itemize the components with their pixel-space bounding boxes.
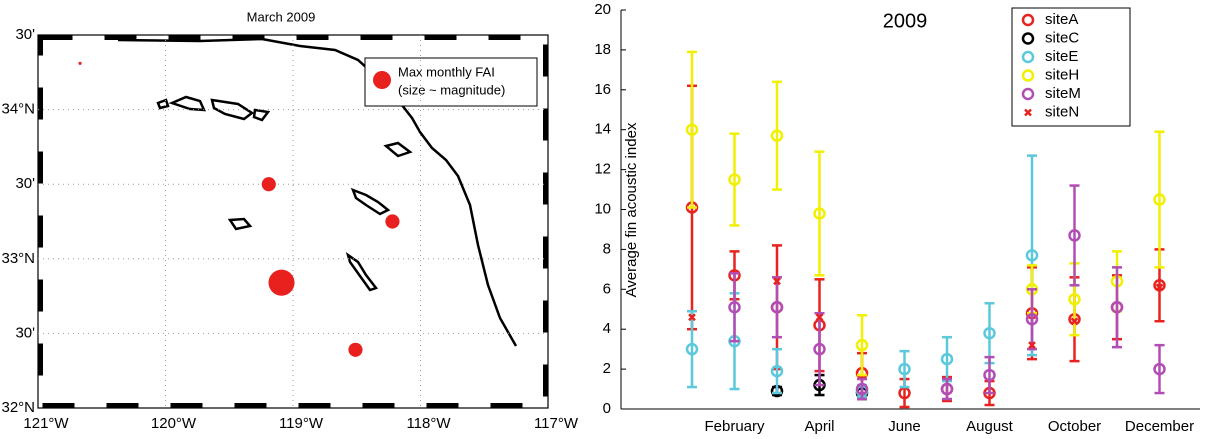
series bbox=[685, 84, 1166, 409]
marker bbox=[983, 326, 996, 340]
marker bbox=[1153, 279, 1166, 292]
legend-box bbox=[1011, 7, 1131, 127]
marker bbox=[1153, 193, 1166, 206]
y-tick-label: 12 bbox=[594, 161, 611, 178]
y-tick-label: 10 bbox=[594, 200, 611, 217]
x-tick-label: August bbox=[966, 418, 1014, 435]
marker bbox=[1025, 249, 1039, 262]
fai-point bbox=[268, 269, 295, 296]
legend-marker bbox=[1021, 13, 1035, 27]
x-tick-label: 118°W bbox=[406, 415, 451, 432]
legend-label: siteN bbox=[1045, 103, 1079, 120]
y-tick-label: 0 bbox=[603, 400, 611, 417]
x-tick-label: December bbox=[1125, 418, 1194, 435]
y-tick-label: 34°N bbox=[1, 101, 35, 118]
fai-point bbox=[261, 177, 276, 192]
y-tick-label: 30' bbox=[15, 324, 35, 341]
fai-point bbox=[348, 342, 363, 357]
marker bbox=[1068, 229, 1081, 242]
y-tick-label: 32°N bbox=[1, 399, 35, 416]
marker bbox=[770, 301, 784, 314]
x-tick-label: 119°W bbox=[279, 415, 324, 432]
marker bbox=[688, 313, 696, 322]
fai-point bbox=[78, 61, 82, 65]
legend-marker bbox=[373, 71, 391, 89]
marker bbox=[1025, 312, 1039, 326]
series bbox=[688, 277, 1164, 350]
plot-title: 2009 bbox=[883, 10, 928, 32]
marker bbox=[1155, 283, 1164, 292]
x-tick-label: October bbox=[1048, 418, 1101, 435]
marker bbox=[1028, 341, 1036, 350]
marker bbox=[940, 352, 954, 366]
marker bbox=[855, 338, 869, 352]
marker bbox=[983, 368, 996, 382]
legend-label: Max monthly FAI bbox=[398, 64, 495, 79]
marker bbox=[855, 382, 869, 396]
y-tick-label: 8 bbox=[603, 240, 611, 257]
marker bbox=[1070, 317, 1079, 326]
legend-label: siteH bbox=[1045, 66, 1079, 83]
marker bbox=[1110, 301, 1124, 314]
marker bbox=[813, 207, 826, 220]
series bbox=[728, 184, 1166, 401]
y-tick-label: 30' bbox=[15, 175, 35, 192]
y-tick-label: 20 bbox=[594, 1, 611, 18]
marker bbox=[770, 129, 784, 142]
y-tick-label: 2 bbox=[603, 360, 611, 377]
marker bbox=[940, 382, 954, 396]
marker bbox=[1153, 362, 1166, 376]
map-legend: Max monthly FAI (size ~ magnitude) bbox=[364, 57, 538, 107]
y-tick-label: 16 bbox=[594, 81, 611, 98]
legend-label: siteC bbox=[1045, 29, 1079, 46]
x-tick-label: June bbox=[888, 418, 921, 435]
x-tick-label: 120°W bbox=[151, 415, 197, 432]
legend-marker bbox=[1021, 32, 1035, 45]
marker bbox=[728, 301, 741, 314]
y-tick-label: 4 bbox=[603, 320, 611, 337]
x-tick-label: 117°W bbox=[534, 415, 579, 432]
legend-label: (size ~ magnitude) bbox=[398, 82, 505, 97]
marker bbox=[770, 364, 784, 378]
legend-marker bbox=[1021, 69, 1035, 82]
y-tick-label: 30' bbox=[15, 26, 35, 43]
coastline bbox=[117, 37, 518, 347]
legend-marker bbox=[1024, 108, 1032, 117]
legend-marker bbox=[1021, 50, 1035, 64]
y-axis-label: Average fin acoustic index bbox=[623, 122, 640, 297]
marker bbox=[685, 342, 699, 356]
legend-label: siteM bbox=[1045, 85, 1081, 102]
x-tick-label: February bbox=[704, 418, 765, 435]
y-tick-label: 14 bbox=[594, 121, 611, 138]
x-tick-label: April bbox=[804, 418, 834, 435]
marker bbox=[815, 313, 824, 322]
marker bbox=[685, 123, 699, 136]
y-tick-label: 33°N bbox=[1, 250, 35, 267]
y-tick-label: 18 bbox=[594, 41, 611, 58]
marker bbox=[773, 277, 781, 286]
marker bbox=[1068, 293, 1081, 306]
y-tick-label: 6 bbox=[603, 280, 611, 297]
legend-label: siteA bbox=[1045, 11, 1078, 28]
map-title: March 2009 bbox=[247, 9, 316, 24]
legend-label: siteE bbox=[1045, 48, 1078, 65]
marker bbox=[813, 342, 826, 356]
marker bbox=[898, 362, 911, 376]
marker bbox=[728, 173, 741, 186]
x-tick-label: 121°W bbox=[23, 415, 69, 432]
series bbox=[685, 50, 1166, 377]
fai-point bbox=[385, 214, 400, 229]
legend-marker bbox=[1021, 87, 1035, 101]
